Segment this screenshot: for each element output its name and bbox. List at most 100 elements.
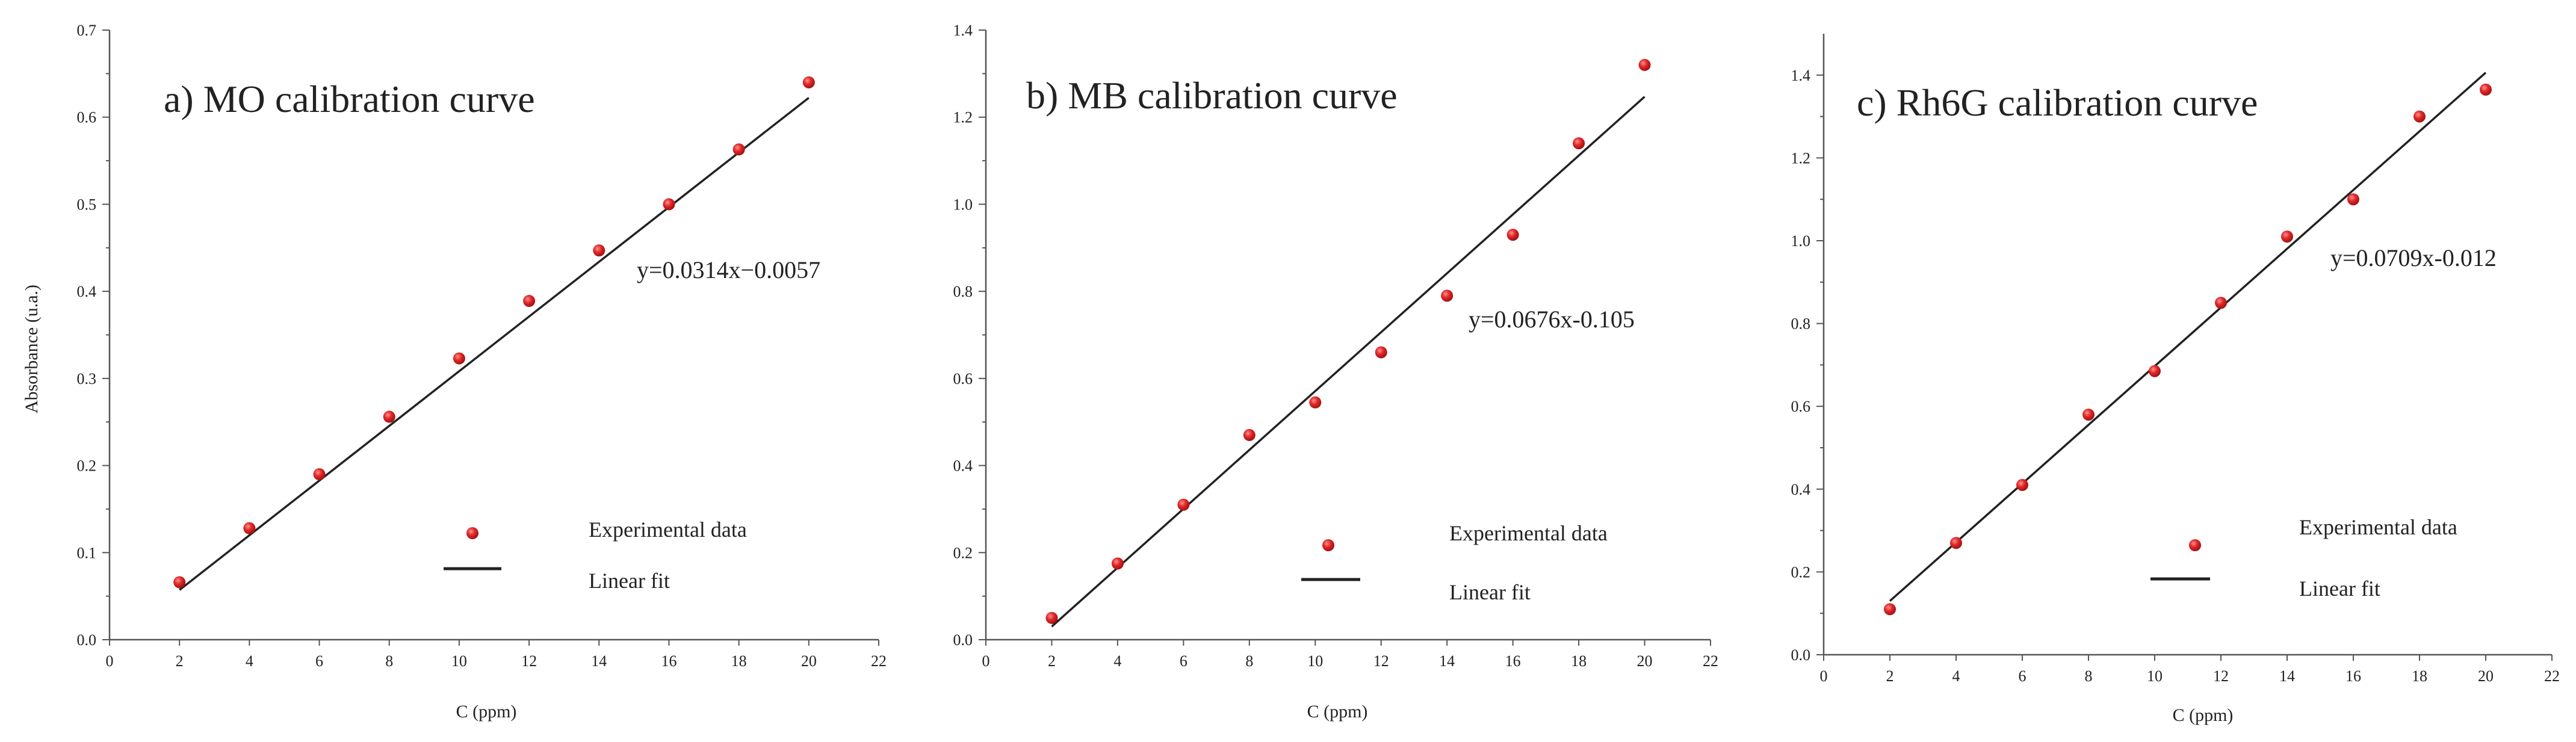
x-tick-label: 8 (385, 652, 393, 670)
chart-title: b) MB calibration curve (1026, 74, 1398, 117)
chart-panel-rh6g: c) Rh6G calibration curve y=0.0709x-0.01… (1791, 34, 2560, 725)
legend-label-experimental: Experimental data (589, 518, 747, 542)
x-tick-label: 14 (1439, 652, 1455, 670)
y-tick-label: 0.8 (953, 283, 973, 300)
data-point (2281, 230, 2293, 243)
x-axis-title: C (ppm) (456, 702, 517, 722)
y-tick-label: 0.6 (1791, 398, 1811, 415)
y-axis-title: Absorbance (u.a.) (22, 285, 42, 413)
data-point (523, 295, 536, 308)
data-point (593, 244, 605, 257)
legend: Experimental data Linear fit (2150, 515, 2457, 601)
data-point (1375, 346, 1387, 359)
y-tick-label: 0.2 (77, 457, 97, 475)
x-tick-label: 8 (1245, 652, 1253, 670)
x-tick-label: 4 (246, 652, 253, 670)
y-tick-label: 0.5 (77, 196, 97, 213)
fit-equation: y=0.0676x-0.105 (1469, 306, 1635, 333)
chart-panel-mo: Absorbance (u.a.) a) MO calibration curv… (22, 22, 887, 722)
x-tick-label: 22 (1703, 652, 1718, 670)
legend-label-linear-fit: Linear fit (589, 569, 670, 593)
y-tick-label: 0.7 (77, 22, 97, 39)
y-tick-label: 0.4 (953, 457, 973, 475)
y-tick-label: 1.2 (953, 109, 973, 126)
y-tick-label: 0.3 (77, 370, 97, 388)
x-tick-label: 8 (2085, 667, 2093, 685)
x-tick-label: 10 (2147, 667, 2163, 685)
x-tick-label: 10 (1307, 652, 1323, 670)
x-tick-label: 22 (871, 652, 887, 670)
y-tick-label: 0.2 (953, 544, 973, 561)
y-tick-label: 0.6 (77, 109, 97, 126)
legend-label-linear-fit: Linear fit (1449, 580, 1531, 604)
data-point (1243, 428, 1255, 441)
y-tick-label: 0.4 (77, 283, 97, 300)
data-point (802, 76, 815, 88)
data-point (1045, 611, 1058, 624)
y-tick-label: 0.4 (1791, 481, 1811, 498)
y-tick-label: 1.2 (1791, 149, 1811, 167)
x-tick-label: 20 (1637, 652, 1653, 670)
x-tick-label: 0 (1820, 667, 1828, 685)
data-point (1573, 137, 1585, 150)
y-tick-label: 0.6 (953, 370, 973, 388)
legend: Experimental data Linear fit (1301, 521, 1608, 604)
x-tick-label: 2 (1048, 652, 1056, 670)
y-axis-ticks: 0.0 0.2 0.4 0.6 0.8 1.0 1.2 1.4 (953, 22, 986, 649)
data-point (1309, 396, 1322, 409)
chart-title: a) MO calibration curve (164, 78, 535, 120)
data-point (1638, 58, 1651, 71)
y-tick-label: 0.0 (1791, 646, 1811, 664)
data-point (663, 198, 675, 211)
linear-fit-line (179, 97, 810, 591)
data-point (2082, 408, 2095, 421)
y-tick-label: 0.0 (77, 631, 97, 649)
x-tick-label: 14 (591, 652, 607, 670)
y-tick-label: 1.0 (1791, 232, 1811, 250)
x-tick-label: 12 (1373, 652, 1389, 670)
data-point (1950, 537, 1962, 549)
data-point (2149, 365, 2161, 377)
data-point (2215, 297, 2227, 309)
x-tick-label: 22 (2544, 667, 2560, 685)
data-point (243, 522, 256, 534)
data-point (173, 576, 186, 589)
legend: Experimental data Linear fit (444, 518, 747, 593)
data-point (1111, 557, 1124, 570)
x-tick-label: 18 (731, 652, 747, 670)
x-tick-label: 4 (1952, 667, 1960, 685)
x-axis-title: C (ppm) (2173, 705, 2234, 725)
y-tick-label: 1.4 (1791, 67, 1811, 84)
data-point (453, 352, 465, 365)
legend-label-linear-fit: Linear fit (2299, 577, 2380, 601)
x-tick-label: 12 (2213, 667, 2229, 685)
x-axis-ticks: 0 2 4 6 8 10 12 14 16 18 20 22 (982, 640, 1718, 670)
data-point (2016, 478, 2028, 491)
x-tick-label: 6 (315, 652, 323, 670)
legend-label-experimental: Experimental data (1449, 521, 1608, 545)
data-point (2347, 193, 2359, 206)
x-tick-label: 4 (1113, 652, 1121, 670)
linear-fit-line (1889, 72, 2487, 602)
y-tick-label: 1.0 (953, 196, 973, 213)
data-point (1441, 289, 1454, 302)
x-tick-label: 6 (1180, 652, 1187, 670)
y-tick-label: 0.0 (953, 631, 973, 649)
x-tick-label: 18 (1571, 652, 1587, 670)
y-tick-label: 1.4 (953, 22, 973, 39)
x-tick-label: 16 (661, 652, 677, 670)
x-tick-label: 20 (2478, 667, 2494, 685)
x-tick-label: 2 (1886, 667, 1894, 685)
data-point (1884, 603, 1896, 616)
data-points (1884, 83, 2492, 616)
legend-marker-experimental (1322, 539, 1334, 551)
data-point (2413, 110, 2426, 123)
data-point (383, 410, 395, 423)
x-axis-title: C (ppm) (1307, 702, 1368, 722)
y-tick-label: 0.1 (77, 544, 97, 561)
x-tick-label: 16 (1505, 652, 1521, 670)
chart-title: c) Rh6G calibration curve (1857, 81, 2258, 124)
fit-equation: y=0.0314x−0.0057 (637, 256, 820, 283)
x-axis-ticks: 0 2 4 6 8 10 12 14 16 18 20 22 (106, 640, 887, 670)
